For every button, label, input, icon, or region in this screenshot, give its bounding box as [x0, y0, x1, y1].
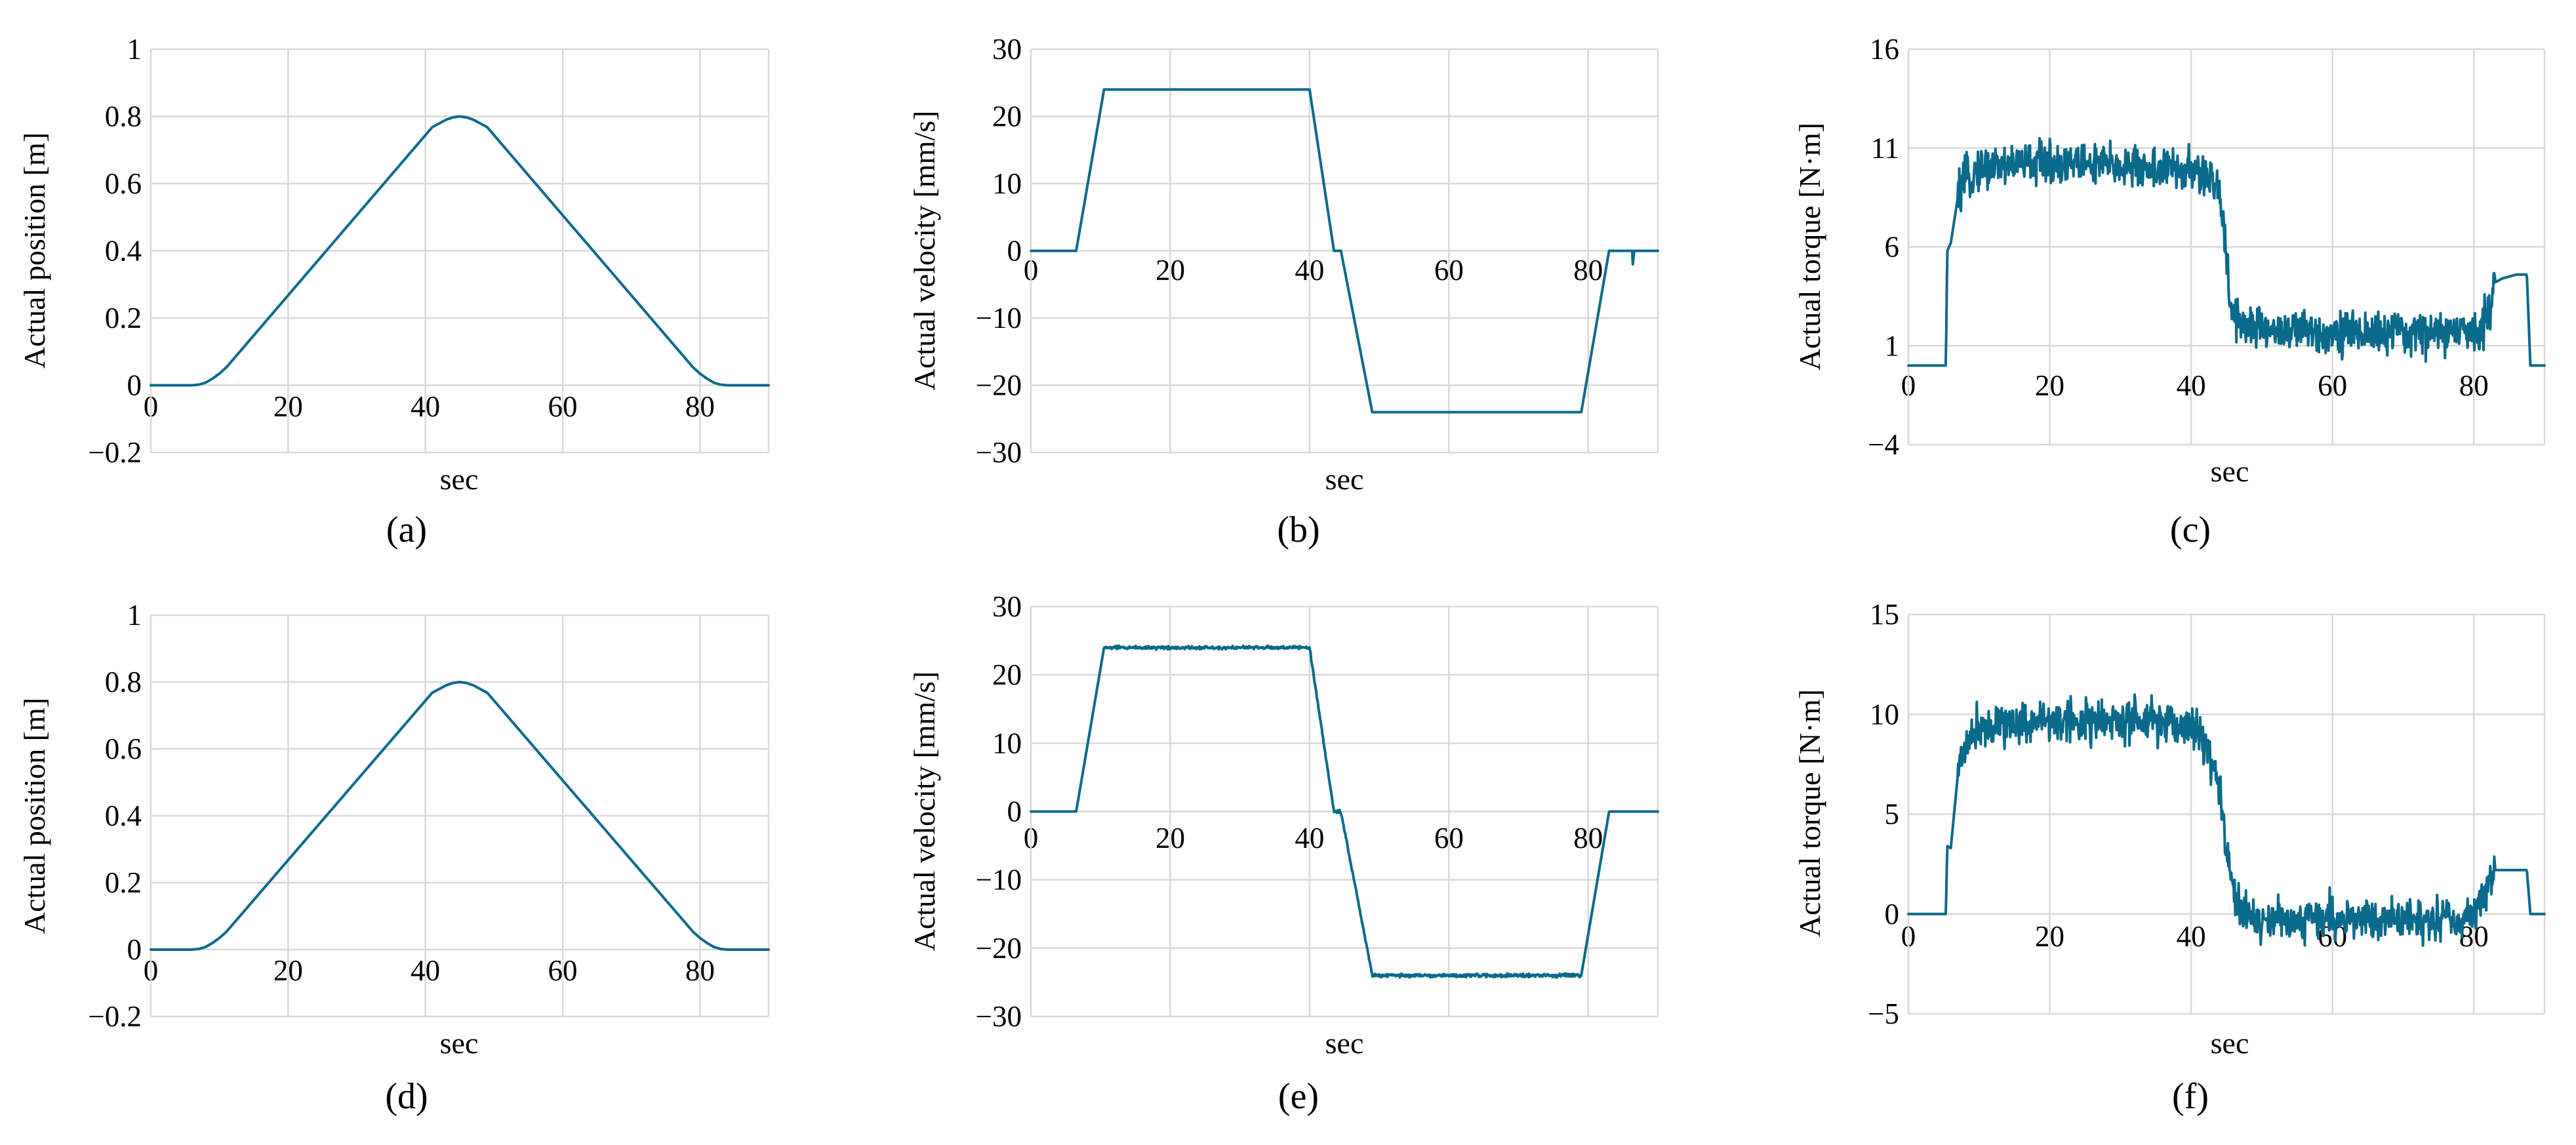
caption-d: (d) [385, 1076, 428, 1117]
y-tick-label-f: −5 [1868, 997, 1899, 1030]
y-tick-label-d: 0 [127, 933, 142, 966]
y-tick-label-c: 6 [1885, 231, 1900, 264]
x-axis-label-e: sec [1325, 1026, 1364, 1060]
y-tick-label-a: 0 [127, 369, 142, 402]
x-tick-label-e: 80 [1573, 822, 1603, 854]
caption-e: (e) [1278, 1076, 1319, 1117]
x-tick-label-f: 80 [2459, 920, 2489, 953]
y-tick-label-f: 5 [1885, 798, 1900, 831]
caption-a: (a) [386, 510, 427, 550]
x-tick-label-e: 40 [1295, 822, 1324, 854]
series-line-e [1030, 644, 1659, 979]
x-tick-label-c: 80 [2459, 369, 2489, 402]
series-line-f [1907, 693, 2546, 947]
plot-area-a: −0.200.20.40.60.810 20 40 60 80 [88, 33, 770, 469]
caption-f: (f) [2172, 1076, 2209, 1117]
y-tick-label-a: 0.4 [105, 235, 142, 268]
x-tick-label-a: 20 [273, 390, 303, 423]
y-tick-label-b: 10 [992, 167, 1022, 200]
x-tick-label-b: 20 [1156, 254, 1185, 287]
panel-d: −0.200.20.40.60.810 20 40 60 80 Actual posit… [18, 599, 770, 1117]
x-tick-label-d: 80 [685, 954, 715, 987]
y-tick-label-c: 11 [1871, 132, 1899, 165]
x-axis-label-f: sec [2211, 1026, 2249, 1060]
y-tick-label-f: 15 [1870, 598, 1899, 631]
y-tick-label-f: 0 [1885, 898, 1900, 931]
x-tick-label-a: 80 [685, 390, 715, 423]
y-tick-label-e: −10 [976, 864, 1022, 896]
y-tick-label-b: −30 [976, 436, 1022, 469]
y-tick-label-a: 0.2 [105, 302, 142, 334]
y-tick-label-a: 0.8 [105, 100, 142, 133]
y-tick-label-d: 1 [127, 599, 142, 632]
x-tick-label-b: 60 [1434, 254, 1464, 287]
x-axis-label-d: sec [440, 1026, 479, 1060]
y-axis-label-d: Actual position [m] [18, 698, 51, 934]
y-tick-label-e: 0 [1007, 795, 1022, 828]
y-tick-label-c: −4 [1868, 428, 1899, 461]
y-tick-label-f: 10 [1870, 698, 1899, 731]
y-tick-label-d: −0.2 [88, 1000, 142, 1033]
y-tick-label-d: 0.6 [105, 733, 142, 765]
series-line-d [150, 681, 770, 951]
series-line-a [150, 115, 770, 387]
x-tick-label-f: 20 [2035, 920, 2064, 953]
y-tick-label-b: 0 [1007, 235, 1022, 268]
y-tick-label-b: −20 [976, 369, 1022, 402]
x-tick-label-c: 20 [2035, 369, 2064, 402]
x-axis-label-c: sec [2211, 454, 2249, 488]
y-tick-label-d: 0.2 [105, 866, 142, 899]
x-tick-label-e: 60 [1434, 822, 1464, 854]
y-tick-label-e: −20 [976, 932, 1022, 965]
x-tick-label-c: 60 [2318, 369, 2347, 402]
y-tick-label-b: 20 [992, 100, 1022, 133]
x-tick-label-c: 40 [2177, 369, 2206, 402]
caption-c: (c) [2170, 510, 2211, 550]
x-tick-label-d: 20 [273, 954, 303, 987]
y-tick-label-d: 0.4 [105, 799, 142, 832]
plot-area-d: −0.200.20.40.60.810 20 40 60 80 [88, 599, 770, 1033]
y-tick-label-e: 30 [992, 590, 1022, 623]
x-tick-label-b: 80 [1573, 254, 1603, 287]
series-line-b [1030, 88, 1659, 414]
y-tick-label-c: 16 [1870, 33, 1899, 66]
y-axis-label-e: Actual velocity [mm/s] [908, 672, 941, 952]
x-axis-label-b: sec [1325, 462, 1364, 496]
x-tick-label-a: 40 [411, 390, 440, 423]
y-axis-label-f: Actual torque [N·m] [1793, 689, 1826, 937]
y-tick-label-d: 0.8 [105, 666, 142, 698]
y-tick-label-b: 30 [992, 33, 1022, 66]
y-tick-label-e: 20 [992, 658, 1022, 691]
caption-b: (b) [1277, 510, 1319, 550]
x-axis-label-a: sec [440, 462, 479, 496]
y-tick-label-a: 0.6 [105, 167, 142, 200]
x-tick-label-e: 20 [1156, 822, 1185, 854]
y-tick-label-a: 1 [127, 33, 142, 66]
y-axis-label-c: Actual torque [N·m] [1793, 123, 1826, 371]
panel-a: −0.200.20.40.60.810 20 40 60 80 Actual posit… [18, 33, 770, 550]
y-tick-label-b: −10 [976, 302, 1022, 334]
y-tick-label-a: −0.2 [88, 436, 142, 469]
x-tick-label-f: 40 [2177, 920, 2206, 953]
y-axis-label-a: Actual position [m] [18, 132, 51, 369]
series-line-c [1907, 136, 2546, 367]
x-tick-label-d: 40 [411, 954, 440, 987]
y-tick-label-e: −30 [976, 1000, 1022, 1033]
y-tick-label-c: 1 [1885, 329, 1900, 362]
x-tick-label-b: 40 [1295, 254, 1324, 287]
x-tick-label-a: 60 [548, 390, 578, 423]
x-tick-label-d: 60 [548, 954, 578, 987]
y-tick-label-e: 10 [992, 727, 1022, 759]
y-axis-label-b: Actual velocity [mm/s] [908, 111, 941, 391]
